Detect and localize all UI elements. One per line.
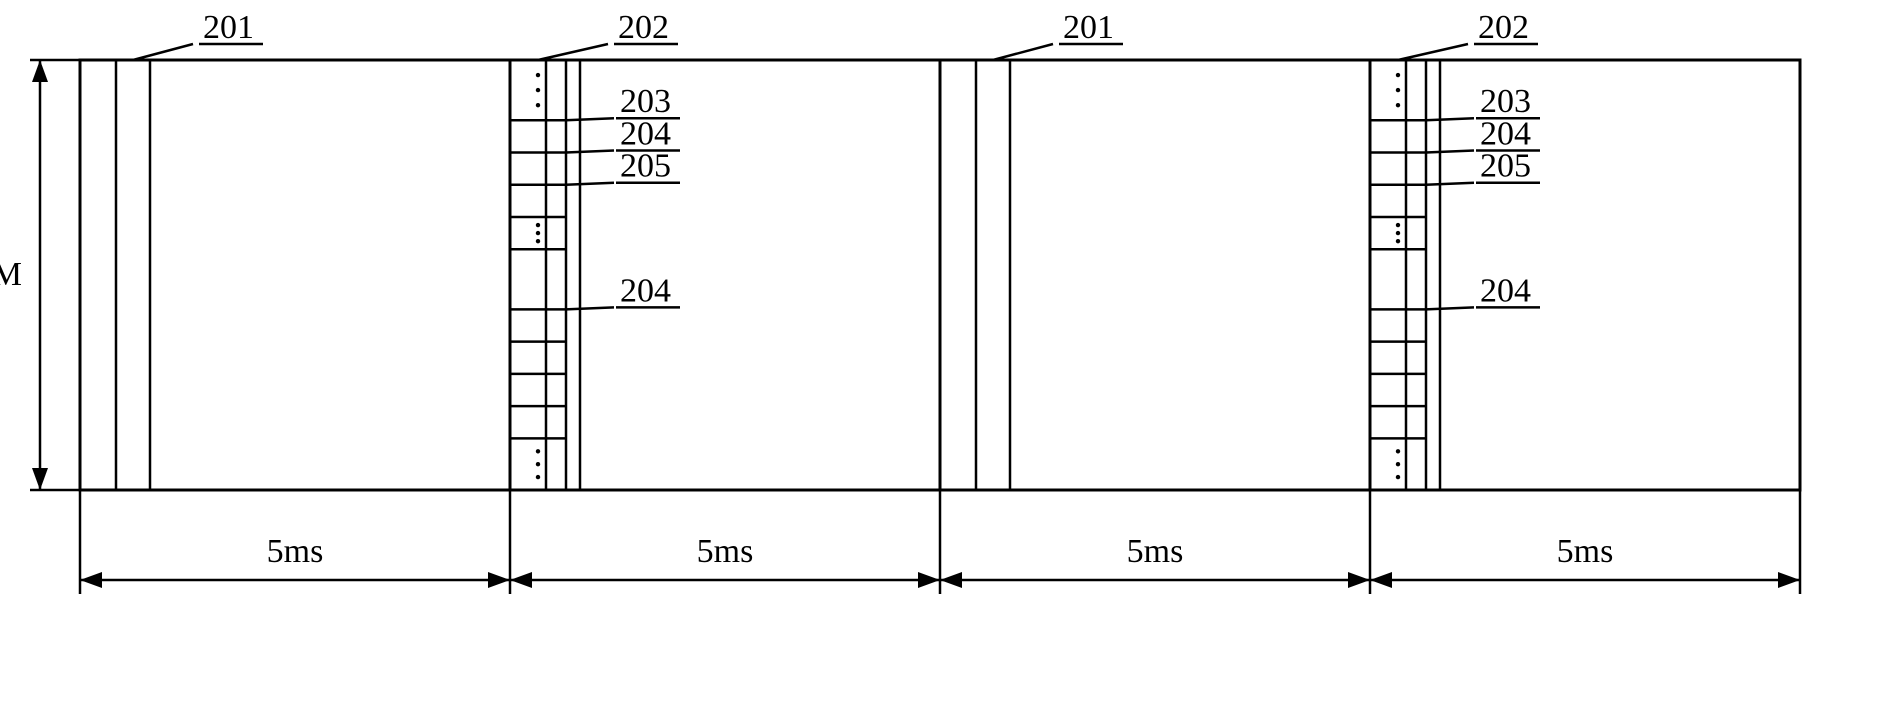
callout-label: 202 (1478, 9, 1529, 46)
ellipsis-dot (1396, 103, 1400, 107)
ellipsis-dot (536, 231, 540, 235)
diagram-svg: 2012012022022032032042042052052042045M5m… (0, 0, 1900, 712)
callout-label: 201 (203, 9, 254, 46)
callout-label: 204 (620, 272, 671, 309)
ellipsis-dot (536, 239, 540, 243)
interval-label: 5ms (1127, 533, 1184, 570)
ellipsis-dot (1396, 88, 1400, 92)
callout-label: 202 (618, 9, 669, 46)
ellipsis-dot (1396, 223, 1400, 227)
y-label: 5M (0, 256, 22, 293)
ellipsis-dot (536, 462, 540, 466)
ellipsis-dot (536, 88, 540, 92)
ellipsis-dot (1396, 73, 1400, 77)
callout-label: 201 (1063, 9, 1114, 46)
ellipsis-dot (1396, 231, 1400, 235)
callout-label: 205 (1480, 148, 1531, 185)
interval-label: 5ms (267, 533, 324, 570)
ellipsis-dot (536, 449, 540, 453)
ellipsis-dot (1396, 462, 1400, 466)
ellipsis-dot (536, 475, 540, 479)
ellipsis-dot (536, 223, 540, 227)
interval-label: 5ms (697, 533, 754, 570)
callout-label: 204 (1480, 272, 1531, 309)
ellipsis-dot (1396, 239, 1400, 243)
ellipsis-dot (1396, 449, 1400, 453)
callout-label: 205 (620, 148, 671, 185)
diagram-container: { "layout": { "svg_w": 1900, "svg_h": 71… (0, 0, 1900, 712)
ellipsis-dot (536, 73, 540, 77)
ellipsis-dot (1396, 475, 1400, 479)
interval-label: 5ms (1557, 533, 1614, 570)
ellipsis-dot (536, 103, 540, 107)
